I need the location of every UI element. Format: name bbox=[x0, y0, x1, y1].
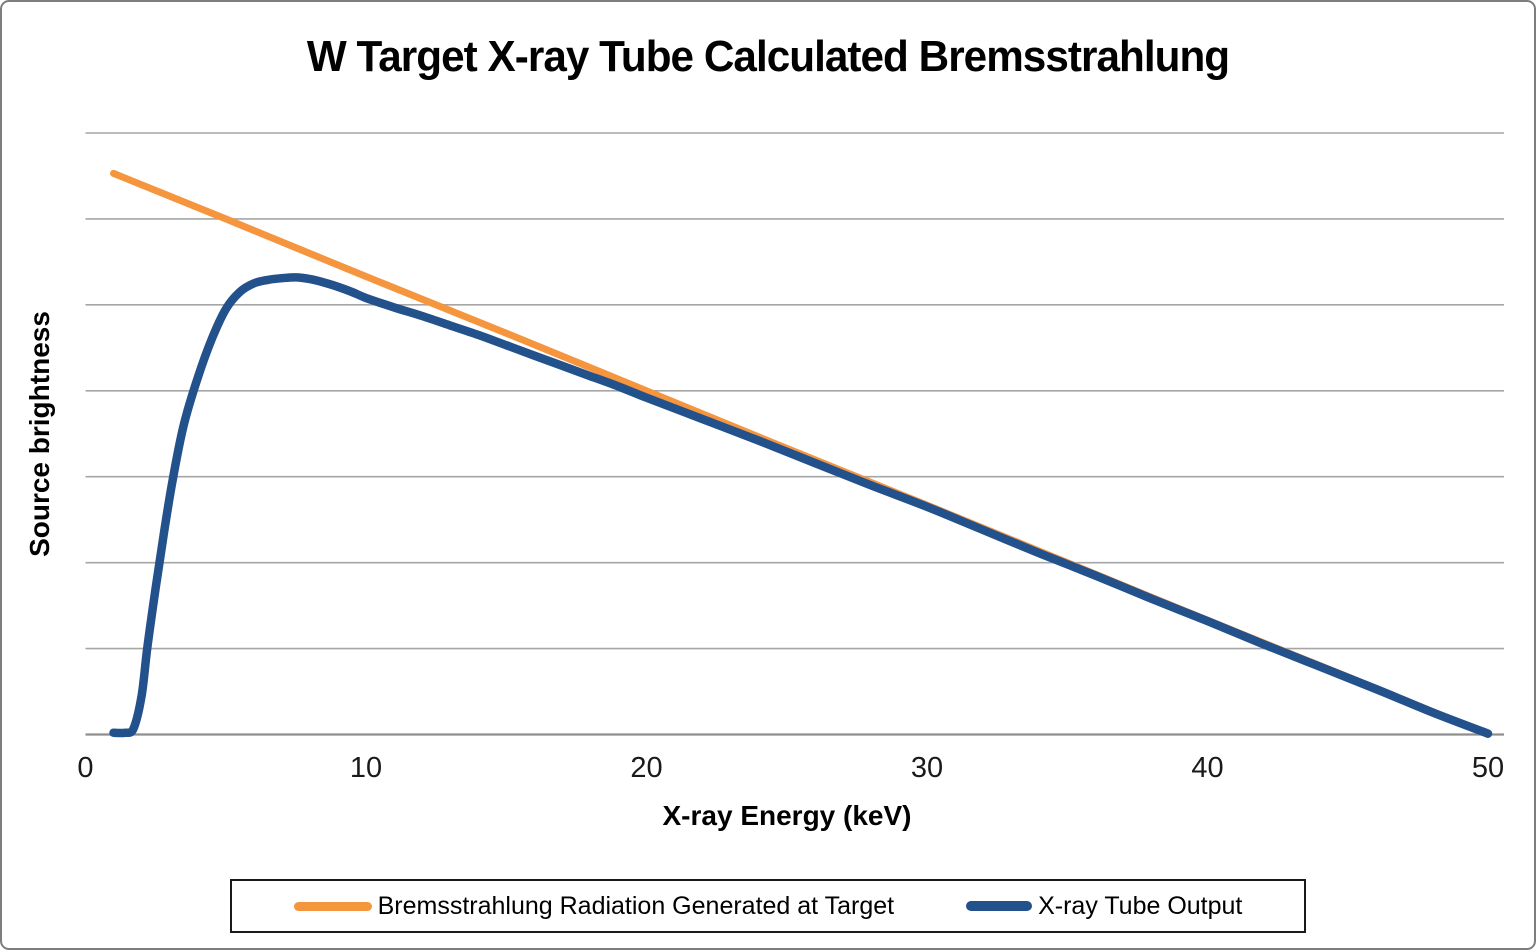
blue-line-swatch-icon bbox=[966, 901, 1033, 911]
x-tick-label: 40 bbox=[1191, 752, 1224, 784]
x-tick-label: 0 bbox=[77, 752, 94, 784]
x-tick-label: 10 bbox=[349, 752, 383, 784]
orange-line-swatch-icon bbox=[293, 901, 372, 911]
chart-title: W Target X-ray Tube Calculated Bremsstra… bbox=[306, 32, 1230, 81]
legend-label-bremsstrahlung: Bremsstrahlung Radiation Generated at Ta… bbox=[377, 891, 895, 920]
x-tick-label: 20 bbox=[630, 752, 663, 784]
legend-item-tube-output: X-ray Tube Output bbox=[966, 892, 1242, 921]
x-axis-label: X-ray Energy (keV) bbox=[662, 800, 912, 831]
x-tick-label: 30 bbox=[910, 752, 944, 784]
series-path-tube-output bbox=[109, 273, 1493, 738]
x-tick-label: 50 bbox=[1471, 752, 1505, 784]
legend-box: Bremsstrahlung Radiation Generated at Ta… bbox=[230, 879, 1306, 933]
legend-label-tube-output: X-ray Tube Output bbox=[1038, 891, 1243, 920]
legend-item-bremsstrahlung: Bremsstrahlung Radiation Generated at Ta… bbox=[293, 891, 895, 921]
